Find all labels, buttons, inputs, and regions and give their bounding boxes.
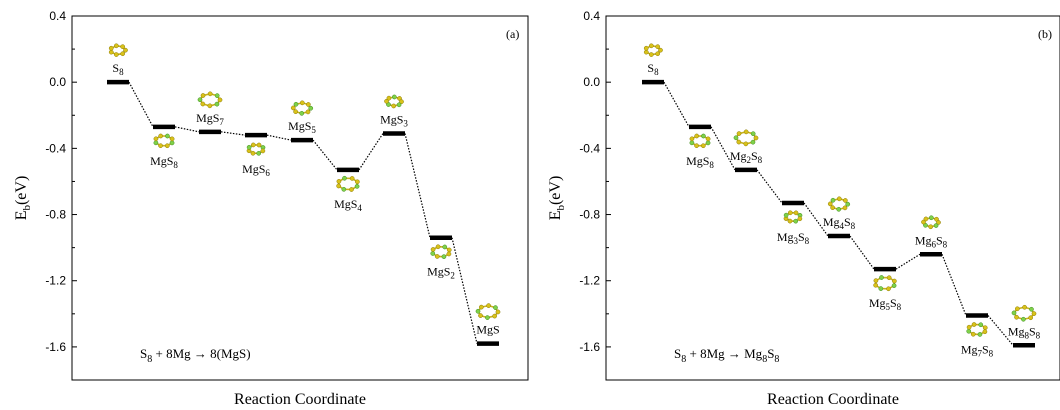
species-label: Mg8S8: [1008, 324, 1041, 340]
y-tick-label: 0.4: [583, 9, 600, 23]
species-label: MgS6: [242, 162, 270, 178]
molecule-illustration: [1012, 305, 1036, 321]
molecule-illustration: [337, 176, 360, 191]
molecule-illustration: [109, 44, 127, 57]
y-tick-label: -1.2: [45, 274, 66, 288]
species-label: MgS8: [150, 154, 178, 170]
x-axis-title: Reaction Coordinate: [767, 391, 899, 408]
y-tick-label: -1.6: [45, 340, 66, 354]
chart-panel-a: 0.4 0.0 -0.4 -0.8 -1.2 -1.6 Eb(eV) Reaction Coo…: [13, 9, 528, 408]
molecule-illustration: [828, 197, 850, 212]
molecule-illustration: [921, 216, 940, 229]
y-axis-title: Eb(eV): [13, 176, 33, 221]
species-label: MgS3: [380, 112, 408, 128]
level-connector: [942, 254, 966, 315]
molecule-illustration: [967, 322, 988, 336]
molecule-illustration: [154, 134, 174, 148]
species-label: S8: [112, 61, 124, 77]
level-connector: [896, 254, 920, 269]
level-connector: [267, 135, 291, 140]
chart-panel-b: 0.4 0.0 -0.4 -0.8 -1.2 -1.6 Eb(eV) Reaction Coo…: [547, 9, 1060, 408]
y-tick-label: -0.8: [45, 208, 66, 222]
species-label: MgS7: [196, 111, 224, 127]
level-connector: [850, 236, 874, 269]
molecule-illustration: [198, 92, 222, 108]
molecule-illustration: [784, 211, 802, 224]
level-connector: [175, 127, 199, 132]
species-label: Mg6S8: [915, 233, 948, 249]
molecule-illustration: [690, 134, 710, 148]
y-tick-label: 0.0: [49, 75, 66, 89]
molecule-illustration: [874, 275, 897, 290]
x-axis-title: Reaction Coordinate: [234, 391, 366, 408]
level-connector: [757, 170, 782, 203]
molecule-illustration: [384, 95, 403, 108]
species-label: S8: [647, 61, 659, 77]
level-connector: [359, 133, 383, 169]
level-connector: [405, 133, 430, 237]
y-tick-label: -1.2: [579, 274, 600, 288]
level-connector: [129, 82, 153, 127]
species-label: MgS4: [334, 197, 362, 213]
y-tick-label: 0.0: [583, 75, 600, 89]
molecule-illustration: [291, 101, 313, 116]
reaction-equation: S8 + 8Mg → 8(MgS): [140, 346, 251, 365]
panel-label: (a): [506, 27, 519, 41]
y-tick-label: -1.6: [579, 340, 600, 354]
species-label: Mg7S8: [961, 342, 994, 358]
y-tick-label: 0.4: [49, 9, 66, 23]
species-label: Mg3S8: [777, 230, 810, 246]
species-label: MgS8: [686, 154, 714, 170]
species-label: MgS5: [288, 119, 316, 135]
species-label: MgS2: [427, 265, 455, 281]
plot-frame: [72, 16, 528, 380]
molecule-illustration: [644, 44, 662, 57]
level-connector: [221, 132, 245, 135]
species-label: Mg4S8: [823, 215, 856, 231]
species-label: MgS: [476, 323, 499, 337]
y-tick-label: -0.4: [45, 141, 66, 155]
y-tick-label: -0.4: [579, 141, 600, 155]
molecule-illustration: [431, 245, 452, 259]
y-axis-title: Eb(eV): [547, 176, 567, 221]
y-tick-label: -0.8: [579, 208, 600, 222]
level-connector: [452, 238, 477, 344]
molecule-illustration: [247, 143, 265, 156]
molecule-illustration: [734, 130, 758, 146]
level-connector: [664, 82, 689, 127]
reaction-equation: S8 + 8Mg → Mg8S8: [674, 346, 779, 365]
molecule-illustration: [476, 304, 500, 320]
species-label: Mg5S8: [869, 296, 902, 312]
panel-label: (b): [1038, 27, 1052, 41]
level-connector: [313, 140, 337, 170]
species-label: Mg2S8: [730, 149, 763, 165]
